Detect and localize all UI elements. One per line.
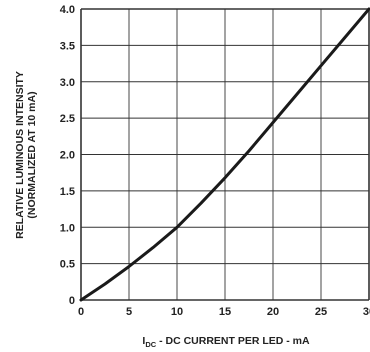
series-layer bbox=[79, 7, 370, 302]
x-tick-label: 10 bbox=[171, 306, 183, 318]
y-tick-label: 3.0 bbox=[60, 77, 75, 89]
x-axis-title-rest: - DC CURRENT PER LED - mA bbox=[156, 335, 310, 347]
x-tick-label: 5 bbox=[126, 306, 132, 318]
x-tick-label: 30 bbox=[363, 306, 370, 318]
y-tick-label: 4.0 bbox=[60, 4, 75, 16]
x-tick-label: 20 bbox=[267, 306, 279, 318]
y-tick-label: 0.5 bbox=[60, 259, 75, 271]
y-tick-label: 1.0 bbox=[60, 222, 75, 234]
y-axis-title-line-1: RELATIVE LUMINOUS INTENSITY bbox=[14, 71, 26, 239]
grid bbox=[80, 8, 370, 301]
luminous-intensity-curve bbox=[79, 7, 370, 302]
y-tick-label: 2.5 bbox=[60, 113, 75, 125]
y-axis-ticks: 0 0.5 1.0 1.5 2.0 2.5 3.0 3.5 4.0 bbox=[60, 4, 75, 307]
x-tick-label: 25 bbox=[315, 306, 327, 318]
x-tick-label: 0 bbox=[78, 306, 84, 318]
y-tick-label: 1.5 bbox=[60, 186, 75, 198]
x-axis-title: IDC - DC CURRENT PER LED - mA bbox=[142, 335, 310, 349]
x-axis-title-subscript: DC bbox=[145, 340, 156, 349]
x-tick-label: 15 bbox=[219, 306, 231, 318]
x-axis-ticks: 0 5 10 15 20 25 30 bbox=[78, 306, 370, 318]
y-axis-title-line-2: (NORMALIZED AT 10 mA) bbox=[26, 91, 38, 218]
y-tick-label: 0 bbox=[69, 295, 75, 307]
x-axis-title-prefix: I bbox=[142, 335, 145, 347]
y-tick-label: 3.5 bbox=[60, 40, 75, 52]
y-tick-label: 2.0 bbox=[60, 150, 75, 162]
